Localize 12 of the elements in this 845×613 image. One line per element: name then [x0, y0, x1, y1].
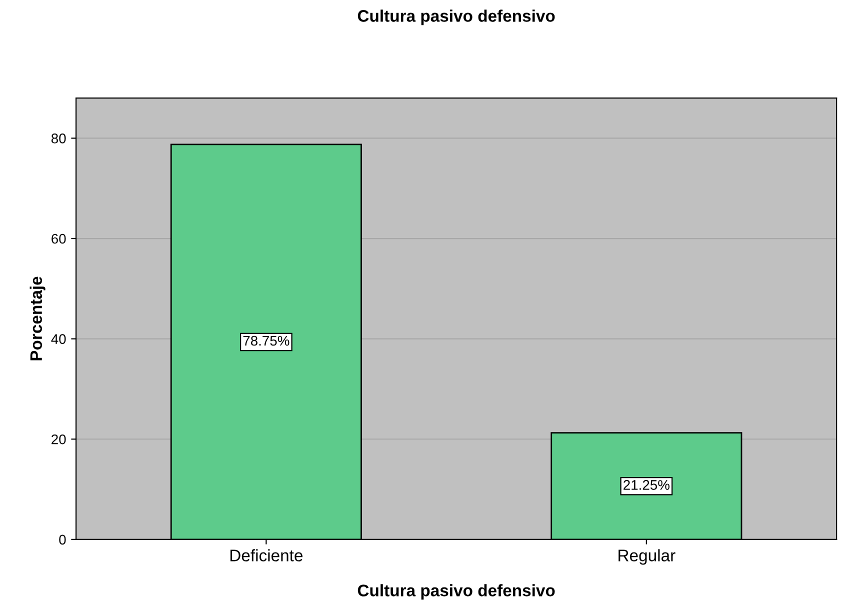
y-tick-label: 20 — [52, 434, 66, 444]
x-tick-label: Regular — [618, 549, 676, 565]
data-label: 21.25% — [624, 480, 670, 490]
x-axis-title: Cultura pasivo defensivo — [358, 584, 555, 600]
y-axis-title: Porcentaje — [30, 276, 46, 360]
data-label: 78.75% — [243, 336, 290, 346]
y-tick-label: 40 — [51, 334, 66, 344]
y-tick-label: 0 — [59, 534, 66, 545]
y-tick-label: 60 — [52, 234, 66, 244]
y-tick-label: 80 — [51, 134, 66, 144]
chart-title: Cultura pasivo defensivo — [358, 10, 555, 26]
x-tick-label: Deficiente — [230, 549, 302, 562]
